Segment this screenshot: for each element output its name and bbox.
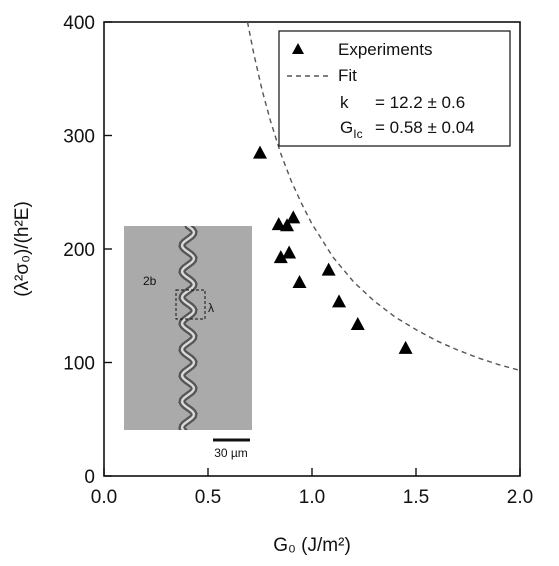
legend-label-g-sub: Ic — [353, 127, 362, 141]
y-tick-label: 100 — [63, 354, 95, 375]
experiment-point — [273, 250, 288, 264]
experiment-point — [253, 145, 267, 159]
inset-lambda-box — [175, 289, 206, 320]
inset-buckled-wave-highlight — [180, 226, 196, 430]
x-axis-ticks: 0.0 0.5 1.0 1.5 2.0 — [91, 468, 533, 508]
legend: Experiments Fit k = 12.2 ± 0.6 GIc = 0.5… — [278, 30, 511, 147]
legend-label-k: k — [340, 93, 349, 112]
y-tick-label: 0 — [84, 467, 95, 488]
inset-micrograph: 2b λ 30 µm — [124, 226, 252, 460]
legend-label-g: G — [340, 118, 353, 137]
x-tick-label: 1.0 — [299, 487, 325, 508]
experiment-point — [292, 275, 307, 289]
legend-label-gic: GIc — [340, 118, 363, 141]
x-tick-label: 0.5 — [195, 487, 221, 508]
experiment-point — [271, 217, 286, 231]
inset-label-lambda: λ — [208, 301, 214, 315]
x-tick-label: 2.0 — [507, 487, 533, 508]
legend-value-k: = 12.2 ± 0.6 — [375, 93, 465, 112]
series-experiments — [253, 145, 413, 354]
legend-label-experiments: Experiments — [338, 40, 432, 59]
y-tick-label: 400 — [63, 13, 95, 34]
legend-label-fit: Fit — [338, 66, 357, 85]
y-tick-label: 300 — [63, 127, 95, 148]
legend-value-gic: = 0.58 ± 0.04 — [375, 118, 475, 137]
x-tick-label: 1.5 — [403, 487, 429, 508]
inset-label-2b: 2b — [143, 274, 157, 288]
y-axis-label: (λ²σ₀)/(h²E) — [12, 201, 33, 297]
x-axis-label: G₀ (J/m²) — [273, 535, 351, 556]
legend-box — [278, 30, 511, 147]
experiment-point — [321, 262, 336, 276]
experiment-point — [280, 218, 295, 232]
legend-marker-experiments — [292, 43, 304, 54]
experiment-point — [350, 317, 365, 331]
inset-scale-label: 30 µm — [214, 446, 248, 460]
experiment-point — [398, 340, 413, 354]
experiment-point — [332, 294, 347, 308]
experiment-point — [282, 245, 297, 259]
experiment-point — [286, 210, 301, 224]
y-axis-ticks: 0 100 200 300 400 — [63, 13, 112, 488]
x-tick-label: 0.0 — [91, 487, 117, 508]
y-tick-label: 200 — [63, 240, 95, 261]
